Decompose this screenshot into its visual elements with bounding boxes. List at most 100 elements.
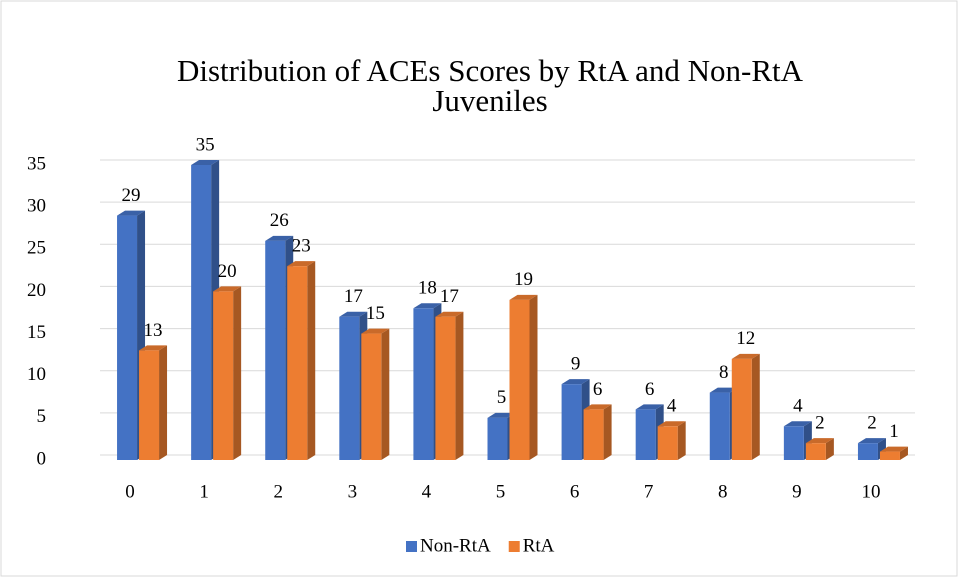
bar — [191, 165, 212, 460]
bar — [657, 426, 678, 460]
bar — [287, 266, 308, 460]
bar — [435, 316, 456, 460]
data-label: 4 — [793, 396, 803, 417]
bar-side — [603, 404, 612, 460]
bar-side — [159, 345, 168, 460]
x-tick-label: 5 — [496, 481, 506, 502]
bar-top — [117, 210, 146, 216]
bar — [583, 409, 604, 460]
bar-top — [635, 404, 664, 410]
data-label: 2 — [867, 413, 877, 434]
bar — [635, 409, 656, 460]
data-label: 15 — [366, 303, 385, 324]
bar-top — [191, 160, 220, 165]
bar-side — [677, 421, 686, 460]
bar-top — [805, 438, 834, 444]
data-label: 35 — [196, 134, 215, 155]
bar-top — [783, 421, 812, 427]
bar-top — [435, 311, 464, 317]
legend-swatch — [406, 541, 417, 552]
x-tick-label: 4 — [422, 481, 432, 502]
data-label: 18 — [418, 278, 437, 299]
bar — [265, 240, 286, 460]
legend-swatch — [508, 541, 520, 552]
bar-side — [825, 438, 834, 460]
bar-side — [899, 446, 908, 460]
data-label: 23 — [292, 236, 311, 257]
bar — [709, 392, 730, 460]
bar — [139, 350, 160, 460]
bar-side — [233, 286, 242, 460]
bar-top — [361, 328, 390, 334]
data-label: 8 — [719, 362, 729, 383]
bar-top — [213, 286, 242, 292]
bar-top — [583, 404, 612, 410]
bar-top — [139, 345, 168, 351]
bar — [731, 358, 752, 460]
y-tick-label: 10 — [27, 364, 46, 385]
data-label: 17 — [344, 286, 363, 307]
x-tick-label: 2 — [273, 481, 283, 502]
y-tick-label: 25 — [27, 238, 46, 259]
bar-top — [731, 353, 760, 359]
data-label: 19 — [514, 269, 533, 290]
bar-top — [413, 303, 442, 309]
y-tick-label: 35 — [27, 153, 46, 174]
bar — [857, 443, 878, 460]
data-label: 20 — [218, 261, 237, 282]
bar-top — [857, 438, 886, 444]
bar-top — [487, 412, 516, 418]
bar-side — [751, 353, 760, 460]
x-tick-label: 7 — [644, 481, 654, 502]
data-label: 1 — [889, 421, 899, 442]
y-tick-label: 5 — [37, 406, 47, 427]
x-tick-label: 8 — [718, 481, 728, 502]
y-tick-label: 30 — [27, 196, 46, 217]
bar-side — [381, 328, 390, 460]
bar — [509, 299, 530, 460]
y-tick-label: 20 — [27, 280, 46, 301]
data-label: 5 — [497, 387, 507, 408]
x-tick-label: 6 — [570, 481, 580, 502]
bar — [413, 308, 434, 460]
bar-top — [879, 446, 908, 452]
bar-top — [561, 379, 590, 385]
bar-side — [455, 311, 464, 460]
data-label: 26 — [270, 210, 289, 231]
bar — [361, 333, 382, 460]
bar-top — [709, 387, 738, 393]
data-label: 9 — [571, 354, 581, 375]
bar — [339, 316, 360, 460]
bar-side — [529, 294, 538, 460]
data-label: 29 — [122, 185, 141, 206]
bar — [561, 384, 582, 460]
bar — [783, 426, 804, 460]
chart-title: Distribution of ACEs Scores by RtA and N… — [177, 53, 804, 118]
bar-top — [509, 294, 538, 300]
bar-top — [339, 311, 368, 317]
data-label: 6 — [645, 379, 655, 400]
bar-top — [265, 235, 294, 241]
bar — [117, 215, 138, 460]
data-label: 12 — [736, 328, 755, 349]
data-label: 2 — [815, 413, 825, 434]
data-label: 17 — [440, 286, 459, 307]
bar — [879, 451, 900, 460]
y-tick-label: 15 — [27, 322, 46, 343]
bar — [487, 417, 508, 460]
data-label: 13 — [144, 320, 163, 341]
data-label: 6 — [593, 379, 603, 400]
bar-top — [287, 261, 316, 267]
legend-label: Non-RtA — [420, 535, 491, 556]
data-label: 4 — [667, 396, 677, 417]
bar-side — [307, 261, 316, 460]
legend-label: RtA — [523, 535, 555, 556]
bar — [213, 291, 234, 460]
x-tick-label: 9 — [792, 481, 802, 502]
y-tick-label: 0 — [37, 448, 47, 469]
x-tick-label: 0 — [125, 481, 135, 502]
bar-top — [657, 421, 686, 427]
